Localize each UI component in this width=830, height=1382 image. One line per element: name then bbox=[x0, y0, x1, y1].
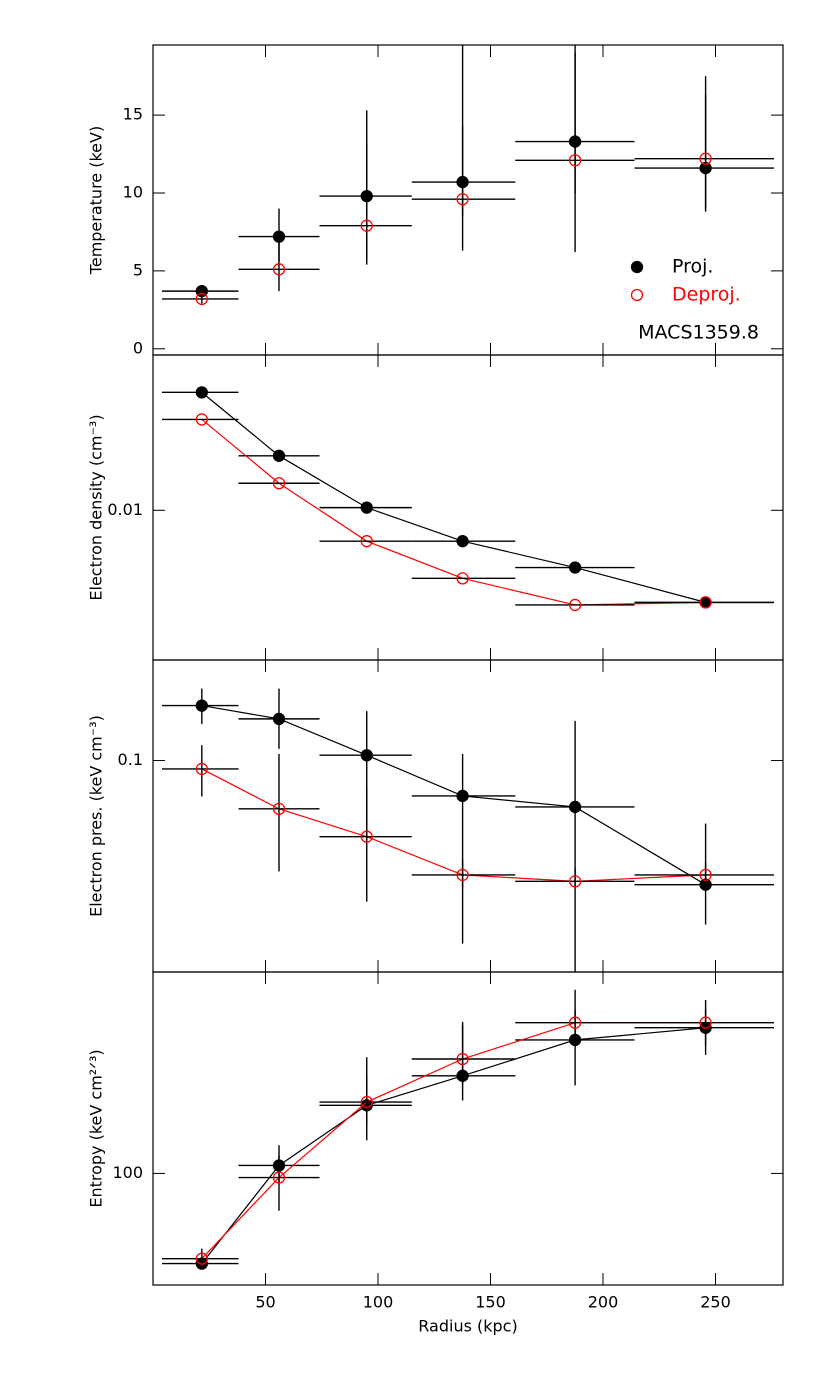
legend-marker bbox=[630, 288, 644, 302]
x-tick-label: 100 bbox=[363, 1293, 394, 1312]
y-tick-label: 5 bbox=[133, 260, 143, 279]
data-point bbox=[568, 154, 582, 167]
legend-label: Proj. bbox=[672, 256, 713, 278]
plot-area bbox=[162, 688, 774, 972]
data-point bbox=[195, 413, 208, 426]
series-line bbox=[201, 391, 706, 603]
y-tick-label: 10 bbox=[123, 182, 143, 201]
annotation: MACS1359.8 bbox=[638, 322, 759, 344]
x-tick-label: 250 bbox=[700, 1293, 731, 1312]
data-point bbox=[272, 449, 286, 462]
data-point bbox=[195, 292, 208, 306]
data-point bbox=[360, 1095, 373, 1109]
data-point bbox=[272, 1171, 286, 1184]
plot-area bbox=[162, 989, 774, 1270]
data-point bbox=[195, 699, 208, 712]
data-point bbox=[699, 868, 712, 882]
data-point bbox=[568, 800, 582, 814]
plot-frame bbox=[152, 354, 784, 661]
data-point bbox=[360, 830, 373, 843]
data-point bbox=[699, 1016, 712, 1029]
data-point bbox=[456, 572, 469, 585]
series-line bbox=[201, 1027, 706, 1264]
y-axis-label: Entropy (keV cm²ᐟ³) bbox=[87, 1049, 106, 1207]
series-line bbox=[201, 705, 706, 886]
legend-label: Deproj. bbox=[672, 284, 741, 306]
data-point bbox=[568, 561, 582, 574]
data-point bbox=[195, 762, 208, 776]
plot-frame bbox=[152, 971, 784, 1286]
data-point bbox=[568, 1016, 582, 1029]
data-point bbox=[456, 868, 469, 882]
data-point bbox=[272, 802, 286, 816]
x-tick-label: 50 bbox=[255, 1293, 275, 1312]
data-point bbox=[360, 219, 373, 232]
data-point bbox=[272, 712, 286, 726]
plot-area bbox=[162, 45, 774, 306]
data-point bbox=[360, 749, 373, 762]
data-point bbox=[456, 193, 469, 206]
data-point bbox=[568, 598, 582, 612]
series-line bbox=[201, 768, 706, 882]
y-axis-label: Electron pres. (keV cm⁻³) bbox=[87, 715, 106, 917]
data-point bbox=[456, 535, 469, 548]
plot-frame bbox=[152, 659, 784, 973]
x-tick-label: 150 bbox=[475, 1293, 506, 1312]
legend-marker bbox=[630, 260, 644, 274]
data-point bbox=[456, 789, 469, 803]
x-axis-label: Radius (kpc) bbox=[418, 1317, 517, 1336]
data-point bbox=[272, 477, 286, 490]
data-point bbox=[195, 386, 208, 399]
y-axis-label: Temperature (keV) bbox=[87, 126, 106, 275]
data-point bbox=[360, 535, 373, 548]
y-axis-label: Electron density (cm⁻³) bbox=[87, 414, 106, 600]
y-tick-label: 0.1 bbox=[118, 750, 143, 769]
series-line bbox=[201, 1022, 706, 1260]
y-tick-label: 0.01 bbox=[107, 500, 143, 519]
data-point bbox=[195, 1252, 208, 1265]
y-tick-label: 15 bbox=[123, 105, 143, 124]
data-point bbox=[272, 263, 286, 276]
data-point bbox=[568, 875, 582, 888]
data-point bbox=[456, 1052, 469, 1066]
plot-area bbox=[162, 386, 774, 612]
x-tick-label: 200 bbox=[588, 1293, 619, 1312]
data-point bbox=[699, 152, 712, 165]
data-point bbox=[360, 501, 373, 514]
data-point bbox=[699, 596, 712, 609]
y-tick-label: 0 bbox=[133, 338, 143, 357]
y-tick-label: 100 bbox=[112, 1163, 143, 1182]
series-line bbox=[201, 418, 706, 606]
